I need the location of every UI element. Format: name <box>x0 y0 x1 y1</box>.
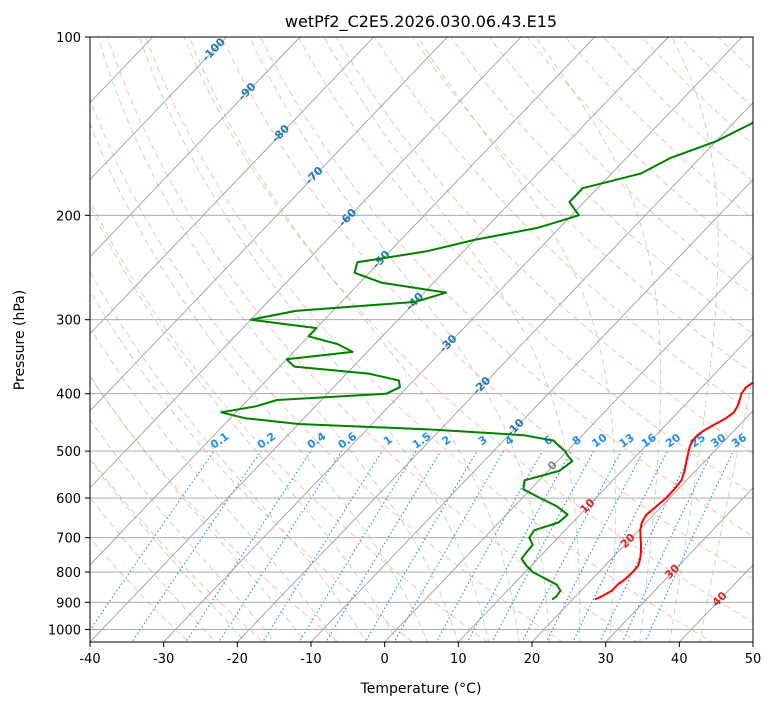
mixing-ratio-line <box>185 450 312 642</box>
y-axis-ticks: 100 200 300 400 500 600 700 800 900 1000 <box>48 31 90 638</box>
mixing-ratio-line <box>393 450 505 642</box>
x-axis-label: Temperature (°C) <box>360 681 482 697</box>
mixing-ratio-line <box>131 450 262 642</box>
moist-adiabat-line <box>669 37 719 642</box>
isotherm-line <box>90 37 301 258</box>
dry-adiabat-line <box>145 37 713 642</box>
x-tick-label: 0 <box>381 652 389 667</box>
y-tick-label: 300 <box>56 314 81 329</box>
isotherm-line <box>90 37 522 489</box>
x-tick-label: -20 <box>227 652 248 667</box>
temperature-profile-line <box>594 381 753 601</box>
x-tick-label: 50 <box>745 652 762 667</box>
y-tick-label: 500 <box>56 445 81 460</box>
isobars <box>90 37 753 630</box>
isotherm-line <box>90 37 375 335</box>
moist-adiabat-line <box>699 372 753 642</box>
x-tick-label: 20 <box>524 652 541 667</box>
isotherms <box>90 37 753 642</box>
dry-adiabat-line <box>374 37 753 414</box>
y-tick-label: 800 <box>56 566 81 581</box>
x-tick-label: 30 <box>597 652 614 667</box>
mixing-ratio-line <box>545 450 644 642</box>
chart-title: wetPf2_C2E5.2026.030.06.43.E15 <box>285 12 557 32</box>
isotherm-line <box>236 101 753 642</box>
isotherm-line <box>90 37 449 412</box>
isotherm-line <box>163 37 743 642</box>
y-tick-label: 400 <box>56 388 81 403</box>
x-tick-label: -30 <box>153 652 174 667</box>
x-tick-label: 40 <box>671 652 688 667</box>
isotherm-line <box>90 37 596 566</box>
y-tick-label: 700 <box>56 532 81 547</box>
y-tick-label: 900 <box>56 596 81 611</box>
mixing-ratio-line <box>466 450 572 642</box>
plot-frame <box>89 36 754 643</box>
moist-adiabat-line <box>139 37 490 642</box>
x-tick-label: 10 <box>450 652 467 667</box>
mixing-ratio-line <box>364 450 478 642</box>
x-tick-label: -10 <box>300 652 321 667</box>
dry-adiabats <box>90 37 753 642</box>
mixing-ratio-line <box>621 450 714 642</box>
dry-adiabat-line <box>259 37 753 537</box>
moist-adiabat-line <box>535 37 662 642</box>
mixing-ratio-line <box>218 450 343 642</box>
dry-adiabat-line <box>107 37 638 642</box>
isotherm-line <box>457 333 753 642</box>
mixing-ratio-line <box>599 450 693 642</box>
dry-adiabat-line <box>450 37 753 335</box>
y-axis-label: Pressure (hPa) <box>12 290 28 390</box>
isotherm-line <box>310 179 753 642</box>
isotherm-line <box>605 487 753 642</box>
dry-adiabat-line <box>90 97 564 642</box>
plot-area: -100-90-80-70-60-50-40-30-20-100.1 0.2 0.4… <box>90 37 753 642</box>
dry-adiabat-line <box>90 457 265 642</box>
dry-adiabat-line <box>90 199 489 642</box>
isotherm-line <box>531 410 753 642</box>
y-tick-label: 200 <box>56 209 81 224</box>
y-tick-label: 1000 <box>48 623 81 638</box>
mixing-ratio-line <box>325 450 442 642</box>
mixing-ratio-line <box>90 450 215 631</box>
isotherm-line <box>384 256 753 642</box>
y-tick-label: 600 <box>56 492 81 507</box>
x-axis-ticks: -40 -30 -20 -10 0 10 20 30 40 50 <box>79 642 761 667</box>
moist-adiabat-line <box>249 37 550 642</box>
moist-adiabat-line <box>90 204 398 642</box>
dry-adiabat-line <box>221 37 753 580</box>
dry-adiabat-line <box>297 37 753 496</box>
dry-adiabat-line <box>488 37 753 296</box>
dry-adiabat-line <box>183 37 753 623</box>
dry-adiabat-line <box>526 37 753 258</box>
dry-adiabat-line <box>90 290 414 642</box>
sounding-series <box>220 120 753 601</box>
dewpoint-profile-line <box>220 120 753 601</box>
isotherm-line <box>90 37 228 181</box>
y-tick-label: 100 <box>56 31 81 46</box>
x-tick-label: -40 <box>79 652 100 667</box>
mixing-ratio-line <box>644 450 734 642</box>
moist-adiabat-line <box>417 37 616 642</box>
dry-adiabat-line <box>335 37 753 454</box>
moist-adiabat-line <box>90 419 276 642</box>
dry-adiabat-line <box>564 37 753 220</box>
moist-adiabat-line <box>323 37 581 642</box>
isotherm-line <box>90 37 670 642</box>
mixing-ratio-line <box>572 450 668 642</box>
